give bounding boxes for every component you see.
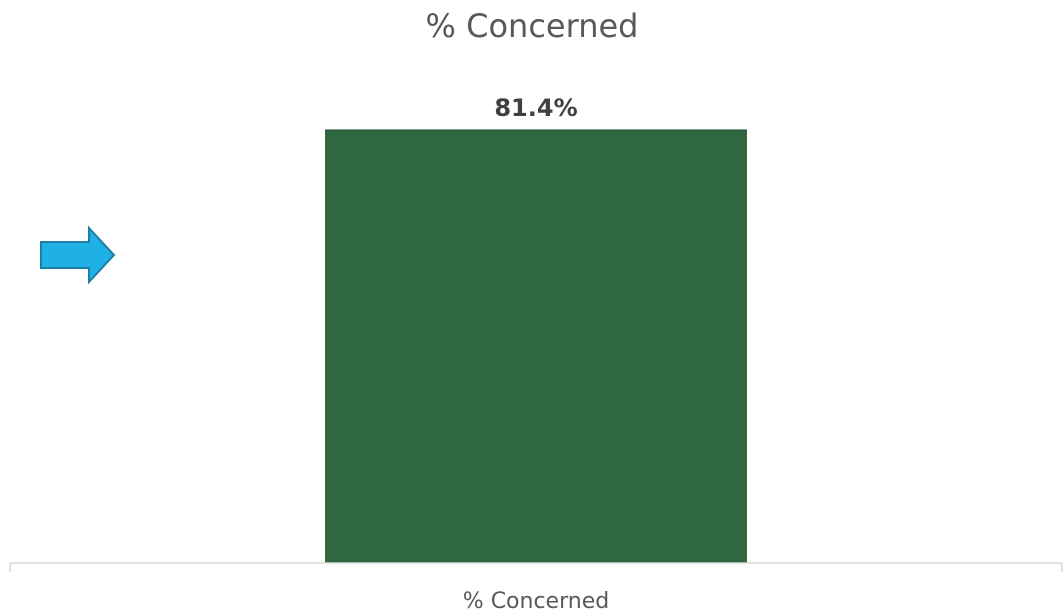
bar <box>325 129 747 564</box>
chart-title: % Concerned <box>426 7 639 45</box>
plot-area: 81.4% % Concerned <box>325 94 747 613</box>
data-label: 81.4% <box>494 94 577 122</box>
right-arrow-icon <box>40 225 116 285</box>
x-tick-label: % Concerned <box>463 589 609 613</box>
